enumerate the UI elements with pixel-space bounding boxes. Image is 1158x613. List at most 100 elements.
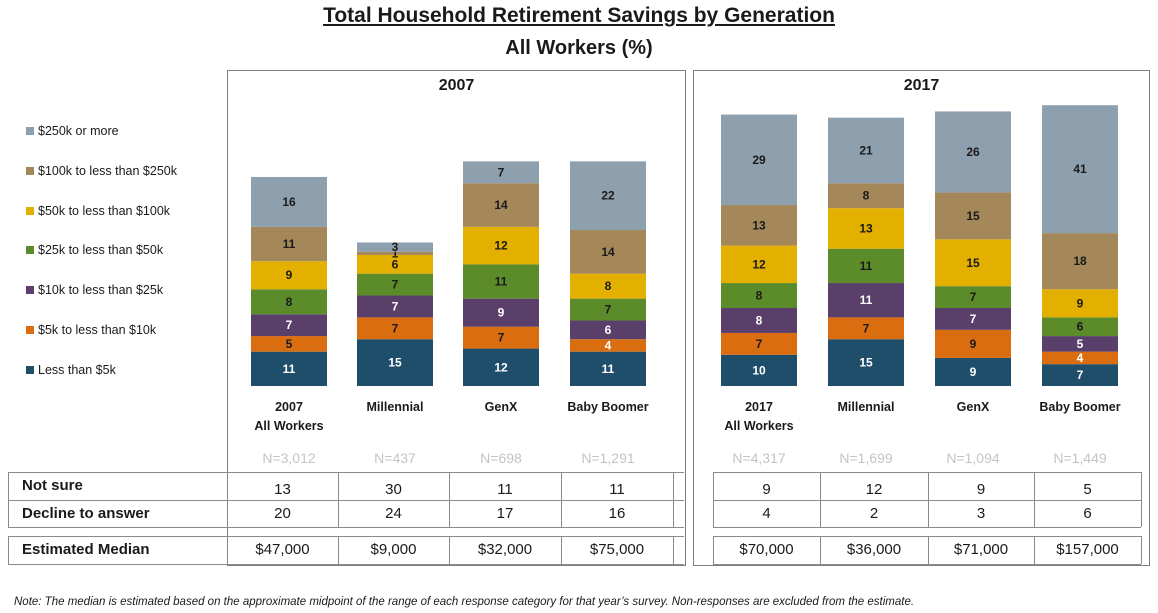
bar-segment (935, 308, 1011, 330)
data-label: 7 (863, 321, 870, 335)
data-label: 6 (392, 257, 399, 271)
bar-segment (828, 117, 904, 184)
data-label: 7 (970, 312, 977, 326)
bar-segment (721, 332, 797, 355)
legend-label: $100k to less than $250k (38, 163, 177, 178)
table-rule (713, 472, 1141, 473)
table-divider (713, 472, 714, 527)
data-label: 11 (283, 237, 296, 251)
table-rule (8, 472, 684, 473)
sample-size-label: N=1,094 (946, 450, 1000, 466)
table-divider (1034, 536, 1035, 564)
table-cell-median: $70,000 (739, 541, 794, 558)
data-label: 22 (601, 189, 615, 203)
table-cell-not-sure: 9 (976, 481, 986, 498)
data-label: 11 (860, 293, 873, 307)
table-divider (928, 536, 929, 564)
table-cell-not-sure: 30 (385, 481, 402, 498)
data-label: 13 (752, 218, 766, 232)
legend-swatch (26, 286, 34, 295)
bar-segment (463, 183, 539, 227)
bar-segment (251, 289, 327, 315)
data-label: 7 (286, 318, 293, 332)
bar-segment (463, 348, 539, 386)
table-divider (8, 536, 9, 564)
row-label-decline: Decline to answer (22, 505, 150, 522)
bar-segment (570, 161, 646, 230)
data-label: 26 (966, 145, 980, 159)
sample-size-label: N=1,291 (581, 450, 635, 466)
bar-segment (251, 226, 327, 262)
data-label: 9 (1077, 296, 1084, 310)
sample-size-label: N=698 (480, 450, 522, 466)
data-label: 11 (602, 362, 615, 376)
sample-size-label: N=4,317 (732, 450, 786, 466)
category-label: Millennial (837, 400, 895, 414)
data-label: 6 (605, 323, 612, 337)
bar-segment (935, 286, 1011, 308)
legend-swatch (26, 246, 34, 255)
table-cell-not-sure: 12 (865, 481, 883, 498)
bar-segment (828, 183, 904, 209)
bar-segment (463, 264, 539, 299)
bar-segment (570, 273, 646, 299)
data-label: 8 (756, 289, 763, 303)
bar-segment (1042, 351, 1118, 365)
bar-segment (828, 317, 904, 340)
data-label: 7 (392, 321, 399, 335)
table-divider (713, 536, 714, 564)
category-label: Baby Boomer (567, 400, 649, 414)
table-divider (1141, 536, 1142, 564)
bar-segment (935, 111, 1011, 193)
panel-title: 2007 (438, 77, 475, 94)
table-cell-median: $75,000 (589, 541, 645, 558)
bar-segment (935, 357, 1011, 386)
table-divider (673, 536, 674, 564)
table-divider (561, 536, 562, 564)
category-label: 2007 All Workers (254, 400, 324, 433)
table-cell-not-sure: 5 (1083, 481, 1092, 498)
data-label: 4 (1077, 351, 1084, 365)
table-cell-decline: 20 (274, 505, 291, 522)
data-label: 8 (286, 295, 293, 309)
data-label: 12 (494, 360, 508, 374)
table-cell-decline: 17 (496, 505, 514, 522)
data-label: 10 (752, 363, 766, 377)
data-label: 15 (388, 356, 402, 370)
table-divider (449, 472, 450, 527)
table-rule (8, 564, 684, 565)
sample-size-label: N=437 (374, 450, 416, 466)
bar-segment (935, 192, 1011, 240)
table-divider (338, 536, 339, 564)
legend-label: $250k or more (38, 124, 119, 138)
table-cell-not-sure: 11 (609, 481, 625, 498)
bar-segment (721, 245, 797, 284)
bar-segment (721, 283, 797, 308)
bar-segment (251, 336, 327, 352)
data-label: 15 (966, 209, 980, 223)
table-cell-median: $9,000 (370, 541, 417, 558)
bar-segment (828, 208, 904, 249)
data-label: 9 (970, 365, 977, 379)
bar-segment (463, 326, 539, 349)
table-cell-not-sure: 9 (762, 481, 771, 498)
legend-item: $250k or more (26, 123, 119, 139)
sample-size-label: N=3,012 (262, 450, 316, 466)
legend-swatch (26, 127, 34, 135)
legend-swatch (26, 326, 34, 334)
bar-segment (357, 339, 433, 386)
data-label: 14 (601, 245, 615, 259)
data-label: 15 (966, 256, 980, 270)
table-rule (8, 536, 684, 537)
table-cell-decline: 6 (1083, 505, 1092, 522)
category-label: GenX (956, 400, 990, 414)
bar-segment (1042, 317, 1118, 337)
table-cell-median: $47,000 (255, 541, 310, 558)
data-label: 7 (392, 299, 399, 313)
bar-segment (1042, 289, 1118, 318)
table-cell-not-sure: 13 (274, 481, 291, 498)
table-cell-median: $36,000 (846, 541, 902, 558)
data-label: 15 (859, 356, 873, 370)
table-divider (449, 536, 450, 564)
table-cell-decline: 4 (762, 505, 771, 522)
